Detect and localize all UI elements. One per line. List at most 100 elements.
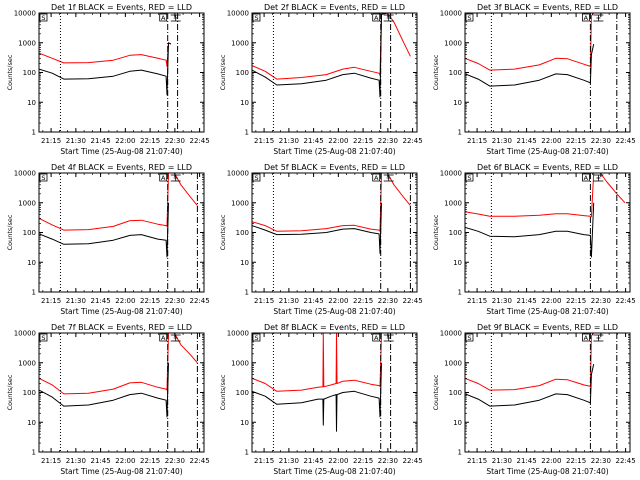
svg-text:A: A <box>374 334 379 342</box>
error-bar-marker <box>593 174 604 182</box>
y-tick-label: 10000 <box>14 170 36 178</box>
x-tick-label: 21:15 <box>41 457 61 465</box>
panel-title: Det 4f BLACK = Events, RED = LLD <box>51 163 192 172</box>
plot-frame <box>38 332 205 453</box>
events-series-line <box>252 202 382 254</box>
x-tick-label: 22:30 <box>591 457 611 465</box>
y-axis-label: Counts/sec <box>219 54 227 90</box>
x-axis-label: Start Time (25-Aug-08 21:07:40) <box>60 307 182 316</box>
plot-frame <box>38 172 205 293</box>
svg-text:S: S <box>254 174 258 182</box>
plot-frame <box>251 332 418 453</box>
x-tick-label: 22:30 <box>165 457 185 465</box>
y-axis-label: Counts/sec <box>432 214 440 250</box>
y-axis-label: Counts/sec <box>6 54 14 90</box>
panel-title: Det 1f BLACK = Events, RED = LLD <box>51 3 192 12</box>
y-tick-label: 1000 <box>444 39 462 47</box>
x-tick-label: 21:15 <box>467 457 487 465</box>
x-tick-label: 22:45 <box>190 457 210 465</box>
events-series-line <box>252 362 382 432</box>
error-bar-marker <box>593 334 604 342</box>
y-tick-label: 100 <box>236 229 249 237</box>
events-series-line <box>465 202 595 258</box>
x-tick-label: 21:15 <box>254 457 274 465</box>
svg-text:A: A <box>374 174 379 182</box>
svg-text:S: S <box>41 334 45 342</box>
x-tick-label: 22:30 <box>378 297 398 305</box>
panel-title: Det 9f BLACK = Events, RED = LLD <box>477 323 618 332</box>
y-tick-label: 1000 <box>18 39 36 47</box>
x-axis-label: Start Time (25-Aug-08 21:07:40) <box>486 307 608 316</box>
x-tick-label: 22:00 <box>115 457 135 465</box>
y-tick-label: 10 <box>240 419 249 427</box>
lld-series-line <box>252 333 382 392</box>
x-tick-label: 22:45 <box>190 137 210 145</box>
svg-text:S: S <box>467 14 471 22</box>
y-tick-label: 10 <box>27 419 36 427</box>
detector-panel-7: Det 7f BLACK = Events, RED = LLD Counts/s… <box>6 323 210 476</box>
x-tick-label: 22:45 <box>616 137 636 145</box>
x-tick-label: 22:30 <box>591 137 611 145</box>
x-axis-label: Start Time (25-Aug-08 21:07:40) <box>60 467 182 476</box>
panel-title: Det 3f BLACK = Events, RED = LLD <box>477 3 618 12</box>
a-marker: A <box>582 13 590 22</box>
lld-series-line <box>465 333 595 391</box>
x-tick-label: 21:15 <box>41 137 61 145</box>
y-axis-label: Counts/sec <box>432 374 440 410</box>
x-tick-label: 22:00 <box>541 137 561 145</box>
x-tick-label: 22:00 <box>115 137 135 145</box>
svg-text:A: A <box>584 14 589 22</box>
y-tick-label: 1000 <box>231 359 249 367</box>
y-tick-label: 10000 <box>227 170 249 178</box>
y-tick-label: 10000 <box>227 330 249 338</box>
y-tick-label: 1 <box>32 129 36 137</box>
detector-panel-5: Det 5f BLACK = Events, RED = LLD Counts/s… <box>219 163 423 316</box>
y-tick-label: 10000 <box>227 10 249 18</box>
panel-title: Det 5f BLACK = Events, RED = LLD <box>264 163 405 172</box>
y-tick-label: 10000 <box>440 330 462 338</box>
y-tick-label: 10 <box>240 259 249 267</box>
y-axis-label: Counts/sec <box>6 374 14 410</box>
y-axis-label: Counts/sec <box>219 374 227 410</box>
plot-frame <box>464 12 631 133</box>
svg-text:A: A <box>374 14 379 22</box>
x-tick-label: 21:30 <box>66 457 86 465</box>
x-tick-label: 22:45 <box>403 137 423 145</box>
svg-text:S: S <box>41 174 45 182</box>
x-tick-label: 21:15 <box>467 137 487 145</box>
y-tick-label: 1000 <box>444 199 462 207</box>
x-tick-label: 21:45 <box>91 457 111 465</box>
error-bar-marker <box>170 174 181 182</box>
x-axis-label: Start Time (25-Aug-08 21:07:40) <box>273 307 395 316</box>
lld-series-line <box>39 173 198 231</box>
svg-text:A: A <box>161 334 166 342</box>
x-tick-label: 22:15 <box>566 297 586 305</box>
y-tick-label: 10 <box>453 419 462 427</box>
x-tick-label: 22:00 <box>541 297 561 305</box>
y-tick-label: 1000 <box>231 199 249 207</box>
x-tick-label: 22:30 <box>591 297 611 305</box>
x-tick-label: 21:15 <box>41 297 61 305</box>
events-series-line <box>39 42 172 96</box>
lld-series-line <box>465 173 626 218</box>
y-axis-label: Counts/sec <box>432 54 440 90</box>
y-tick-label: 100 <box>23 389 36 397</box>
s-marker: S <box>39 173 48 182</box>
x-tick-label: 22:45 <box>403 297 423 305</box>
lld-series-line <box>39 42 172 67</box>
plot-frame <box>251 12 418 133</box>
svg-text:A: A <box>584 334 589 342</box>
x-tick-label: 22:00 <box>115 297 135 305</box>
x-tick-label: 21:15 <box>254 297 274 305</box>
x-axis-label: Start Time (25-Aug-08 21:07:40) <box>486 467 608 476</box>
detector-panel-1: Det 1f BLACK = Events, RED = LLD Counts/s… <box>6 3 210 156</box>
events-series-line <box>39 202 169 258</box>
error-bar-marker <box>383 174 394 182</box>
x-tick-label: 21:15 <box>254 137 274 145</box>
x-tick-label: 21:30 <box>279 137 299 145</box>
events-series-line <box>39 362 169 418</box>
panel-title: Det 2f BLACK = Events, RED = LLD <box>264 3 405 12</box>
s-marker: S <box>465 333 474 342</box>
y-tick-label: 10000 <box>440 10 462 18</box>
